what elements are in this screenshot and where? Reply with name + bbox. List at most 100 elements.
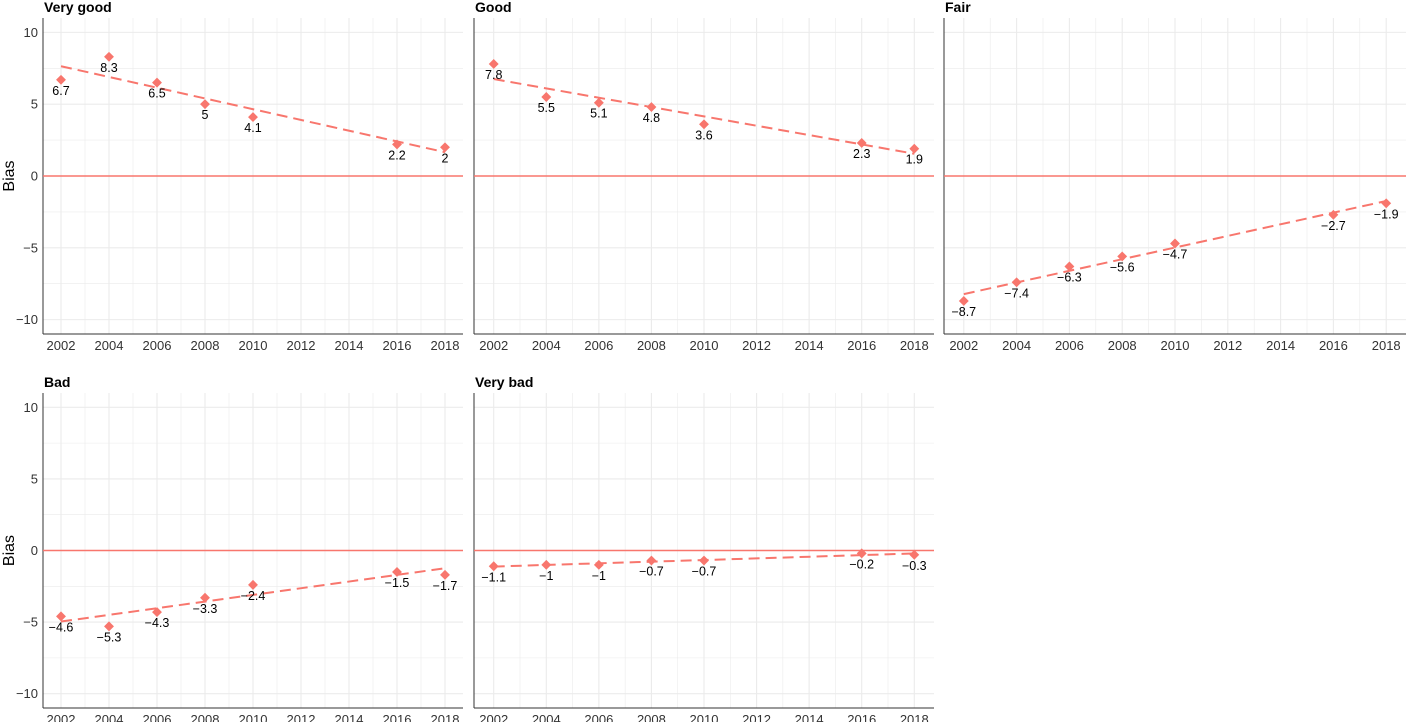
x-tick-label: 2018 (431, 712, 460, 722)
data-label: −2.4 (241, 589, 266, 603)
data-label: 4.1 (244, 121, 261, 135)
data-label: −6.3 (1057, 270, 1082, 284)
data-point (104, 51, 114, 62)
data-point (248, 112, 258, 123)
data-point (909, 549, 920, 560)
x-tick-label: 2010 (690, 338, 719, 353)
data-point (200, 592, 210, 603)
panel-good: Good 2002 2004 2006 2008 2010 2012 2014 2016 2018… (473, 0, 934, 353)
x-tick-label: 2018 (431, 338, 460, 353)
data-point (699, 119, 709, 130)
x-tick-label: 2006 (143, 338, 172, 353)
x-tick-label: 2012 (287, 712, 316, 722)
data-label: −8.7 (951, 305, 976, 319)
data-point (392, 139, 402, 150)
data-label: 8.3 (100, 61, 117, 75)
data-point (646, 102, 657, 113)
data-label: −1 (539, 569, 553, 583)
x-tick-label: 2004 (532, 712, 561, 722)
x-tick-label: 2008 (637, 712, 666, 722)
panel-title: Good (475, 0, 512, 15)
x-tick-label: 2012 (1213, 338, 1242, 353)
data-point (541, 92, 552, 102)
data-label: −7.4 (1004, 286, 1029, 300)
y-tick-label: −10 (16, 312, 38, 327)
data-label: 7.8 (485, 68, 502, 82)
x-tick-label: 2002 (479, 712, 508, 722)
y-tick-label: 10 (24, 25, 38, 40)
data-point (958, 296, 969, 306)
panel-title: Bad (44, 374, 70, 390)
panel-bad: Bad 2002 2004 2006 2008 2010 2012 2014 2016 2018 1… (1, 374, 463, 727)
x-tick-label: 2014 (335, 338, 364, 353)
data-point (1328, 209, 1339, 220)
x-tick-label: 2014 (795, 712, 824, 722)
data-label: −0.7 (692, 565, 717, 579)
x-tick-label: 2004 (532, 338, 561, 353)
data-label: −0.2 (849, 557, 874, 571)
data-point (200, 99, 210, 110)
x-tick-label: 2010 (239, 712, 268, 722)
trend-line (963, 200, 1387, 296)
x-tick-label: 2008 (637, 338, 666, 353)
data-point (104, 621, 114, 632)
data-label: −0.7 (639, 565, 664, 579)
data-point (440, 569, 450, 580)
y-tick-label: 0 (31, 543, 38, 558)
trend-line (60, 567, 446, 623)
x-tick-label: 2016 (1319, 338, 1348, 353)
data-label: −1.1 (481, 570, 506, 584)
y-axis-title: Bias (1, 160, 18, 191)
data-point (699, 555, 709, 566)
data-label: −1.9 (1374, 207, 1399, 221)
x-tick-label: 2014 (1266, 338, 1295, 353)
data-label: −1.5 (385, 576, 410, 590)
panel-title: Fair (945, 0, 971, 15)
x-tick-label: 2016 (383, 338, 412, 353)
x-tick-label: 2006 (1055, 338, 1084, 353)
x-tick-label: 2008 (191, 338, 220, 353)
data-label: 4.8 (643, 111, 660, 125)
y-tick-label: 10 (24, 400, 38, 415)
trend-line (60, 65, 446, 154)
trend-line (493, 78, 915, 155)
x-tick-label: 2008 (191, 712, 220, 722)
data-label: −5.6 (1110, 260, 1135, 274)
data-label: 2.2 (388, 148, 405, 162)
data-label: −4.3 (145, 616, 170, 630)
x-tick-label: 2006 (584, 712, 613, 722)
data-point (909, 143, 920, 154)
data-label: −5.3 (97, 630, 122, 644)
data-label: −1 (592, 569, 606, 583)
x-tick-label: 2018 (1372, 338, 1401, 353)
data-label: 2 (442, 151, 449, 165)
y-axis-title: Bias (1, 535, 18, 566)
data-point (392, 567, 402, 577)
data-point (1064, 261, 1075, 272)
x-tick-label: 2012 (742, 338, 771, 353)
data-label: 5.5 (538, 101, 555, 115)
y-tick-label: 5 (31, 471, 38, 486)
y-tick-label: −5 (23, 615, 38, 630)
panel-very-bad: Very bad 2002 2004 2006 2008 2010 2012 2014 2016… (473, 374, 934, 727)
data-label: −4.6 (49, 620, 74, 634)
x-tick-label: 2018 (900, 338, 929, 353)
x-tick-label: 2002 (479, 338, 508, 353)
x-tick-label: 2002 (949, 338, 978, 353)
x-tick-label: 2002 (47, 712, 76, 722)
x-tick-label: 2016 (847, 712, 876, 722)
data-point (152, 607, 162, 618)
data-label: −2.7 (1321, 219, 1346, 233)
x-tick-label: 2016 (847, 338, 876, 353)
x-tick-label: 2014 (335, 712, 364, 722)
panel-title: Very bad (475, 374, 533, 390)
x-tick-label: 2006 (584, 338, 613, 353)
x-tick-label: 2010 (690, 712, 719, 722)
x-tick-label: 2002 (47, 338, 76, 353)
data-point (856, 548, 867, 559)
data-label: 6.7 (52, 84, 69, 98)
data-label: −4.7 (1163, 248, 1188, 262)
data-point (593, 559, 604, 570)
